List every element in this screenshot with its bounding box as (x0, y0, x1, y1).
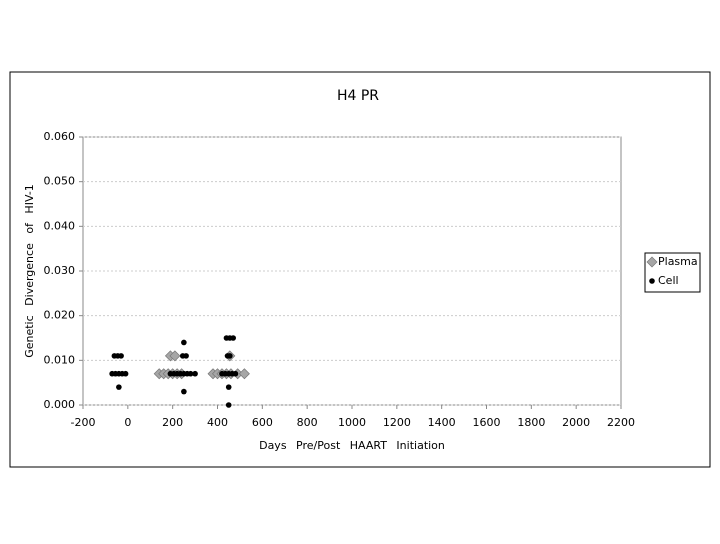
x-tick-label: 800 (297, 416, 318, 429)
data-point (181, 339, 187, 346)
y-axis-label: Genetic Divergence of HIV-1 (23, 184, 36, 358)
x-tick-label: 2000 (562, 416, 590, 429)
y-tick-label: 0.030 (44, 264, 76, 277)
data-point (192, 370, 198, 377)
data-point (225, 384, 232, 390)
data-point (118, 353, 124, 359)
y-tick-label: 0.000 (44, 398, 76, 411)
y-tick-label: 0.050 (44, 175, 76, 188)
data-point (169, 350, 181, 362)
data-point (183, 353, 189, 359)
x-tick-label: 1600 (473, 416, 501, 429)
x-tick-label: 0 (124, 416, 131, 429)
x-tick-label: 1400 (428, 416, 456, 429)
data-point (181, 388, 187, 395)
y-tick-label: 0.060 (44, 130, 76, 143)
legend-label: Cell (658, 274, 679, 287)
x-tick-label: 400 (207, 416, 228, 429)
data-point (225, 402, 232, 408)
x-axis-label: Days Pre/Post HAART Initiation (259, 439, 445, 452)
y-tick-label: 0.020 (44, 309, 76, 322)
data-point (230, 335, 236, 341)
legend-marker (646, 256, 658, 268)
legend-label: Plasma (658, 255, 698, 268)
data-point (187, 370, 194, 377)
y-tick-label: 0.040 (44, 219, 76, 232)
data-point (227, 353, 233, 359)
x-tick-label: -200 (71, 416, 96, 429)
x-tick-label: 1200 (383, 416, 411, 429)
legend-marker (649, 278, 655, 284)
x-tick-label: 200 (162, 416, 183, 429)
x-tick-label: 600 (252, 416, 273, 429)
y-tick-label: 0.010 (44, 353, 76, 366)
data-point (122, 370, 129, 377)
x-tick-label: 2200 (607, 416, 635, 429)
x-tick-label: 1000 (338, 416, 366, 429)
data-point (238, 368, 250, 380)
data-point (232, 370, 239, 377)
x-tick-label: 1800 (517, 416, 545, 429)
data-point (116, 384, 122, 390)
chart-title: H4 PR (337, 88, 379, 104)
